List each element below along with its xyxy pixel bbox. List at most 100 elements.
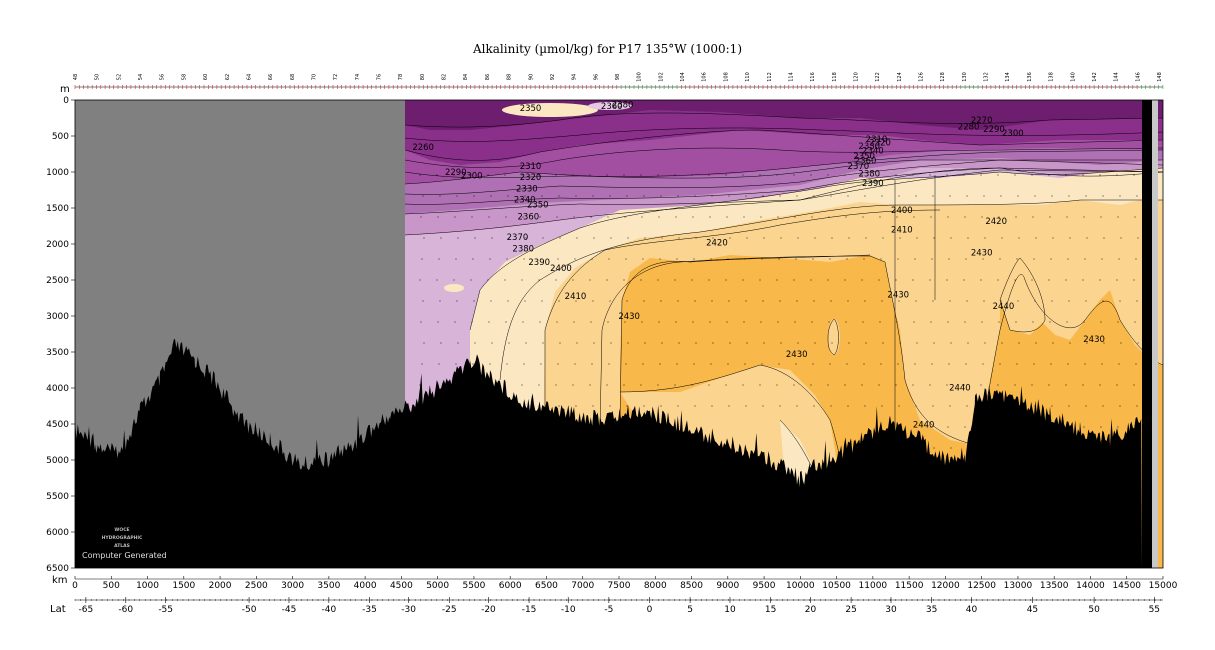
sample-point [966,300,968,302]
sample-point [882,342,884,344]
sample-point [454,321,456,323]
station-label: 102 [658,72,664,82]
sample-point [778,363,780,365]
sample-point [504,279,506,281]
sample-point [745,195,747,197]
sample-point [437,321,439,323]
x-axis: km 0 500 1000 1500 2000 2500 3000 3500 4000 4500 5… [52,575,1178,591]
sample-point [895,174,897,176]
sample-point [912,384,914,386]
sample-point [949,405,951,407]
lat-tick-label: 50 [1088,605,1100,615]
sample-point [1033,258,1035,260]
sample-point [558,405,560,407]
sample-point [506,258,508,260]
sample-point [743,216,745,218]
sample-point [999,258,1001,260]
contour-line [469,167,1163,331]
station-label: 104 [680,72,686,82]
station-label: 78 [398,74,404,80]
sample-point [862,216,864,218]
sample-point [915,195,917,197]
sample-point [1034,195,1036,197]
sample-point [1066,321,1068,323]
sample-point [1018,342,1020,344]
sample-point [725,279,727,281]
contour-line [884,261,1163,446]
sample-point [541,300,543,302]
lat-tick-label: 0 [647,605,653,615]
sample-point [676,363,678,365]
x-tick-label: 6000 [499,581,522,591]
sample-point [555,279,557,281]
sample-point [725,384,727,386]
sample-point [573,321,575,323]
sample-point [521,174,523,176]
sample-point [793,174,795,176]
station-label: 130 [962,72,968,82]
sample-point [983,195,985,197]
sample-point [438,258,440,260]
sample-point [487,174,489,176]
contour-line [619,254,871,421]
sample-point [862,321,864,323]
sample-point [950,237,952,239]
y-tick-label: 500 [52,132,69,142]
sample-point [827,174,829,176]
sample-point [848,342,850,344]
sample-point [913,426,915,428]
sample-point [1067,258,1069,260]
sample-point [1034,300,1036,302]
station-label: 120 [853,72,859,82]
contour-label: 2430 [971,249,993,259]
watermark-line-3: ATLAS [114,543,130,549]
sample-point [997,279,999,281]
sample-point [677,195,679,197]
x-tick-label: 9500 [753,581,776,591]
sample-point [880,363,882,365]
sample-point [895,384,897,386]
sample-point [879,321,881,323]
sample-point [965,258,967,260]
sample-point [1014,279,1016,281]
sample-point [525,237,527,239]
sample-point [572,279,574,281]
sample-point [812,258,814,260]
sample-point [525,342,527,344]
sample-point [558,300,560,302]
lat-tick-label: -25 [442,605,457,615]
sample-point [1065,279,1067,281]
sample-point [1134,216,1136,218]
contour-label: 2390 [528,258,550,268]
lat-tick-label: 10 [724,605,736,615]
sample-point [776,384,778,386]
sample-point [521,384,523,386]
sample-point [423,237,425,239]
sample-point [865,342,867,344]
sample-point [439,195,441,197]
sample-point [693,363,695,365]
sample-point [675,321,677,323]
sample-point [608,258,610,260]
sample-point [542,342,544,344]
station-ticks [74,85,1164,89]
station-label: 112 [767,72,773,82]
sample-point [539,216,541,218]
sample-point [708,384,710,386]
sample-point [933,237,935,239]
sample-point [575,405,577,407]
x-tick-label: 13500 [1040,581,1069,591]
sample-point [948,258,950,260]
sample-point [1031,384,1033,386]
sample-point [727,363,729,365]
sample-point [555,174,557,176]
sample-point [1069,237,1071,239]
x-tick-label: 3000 [281,581,304,591]
sample-point [487,279,489,281]
station-label: 90 [528,74,534,80]
sample-point [744,363,746,365]
sample-point [794,216,796,218]
sample-point [1119,405,1121,407]
sample-point [1048,174,1050,176]
sample-point [863,363,865,365]
